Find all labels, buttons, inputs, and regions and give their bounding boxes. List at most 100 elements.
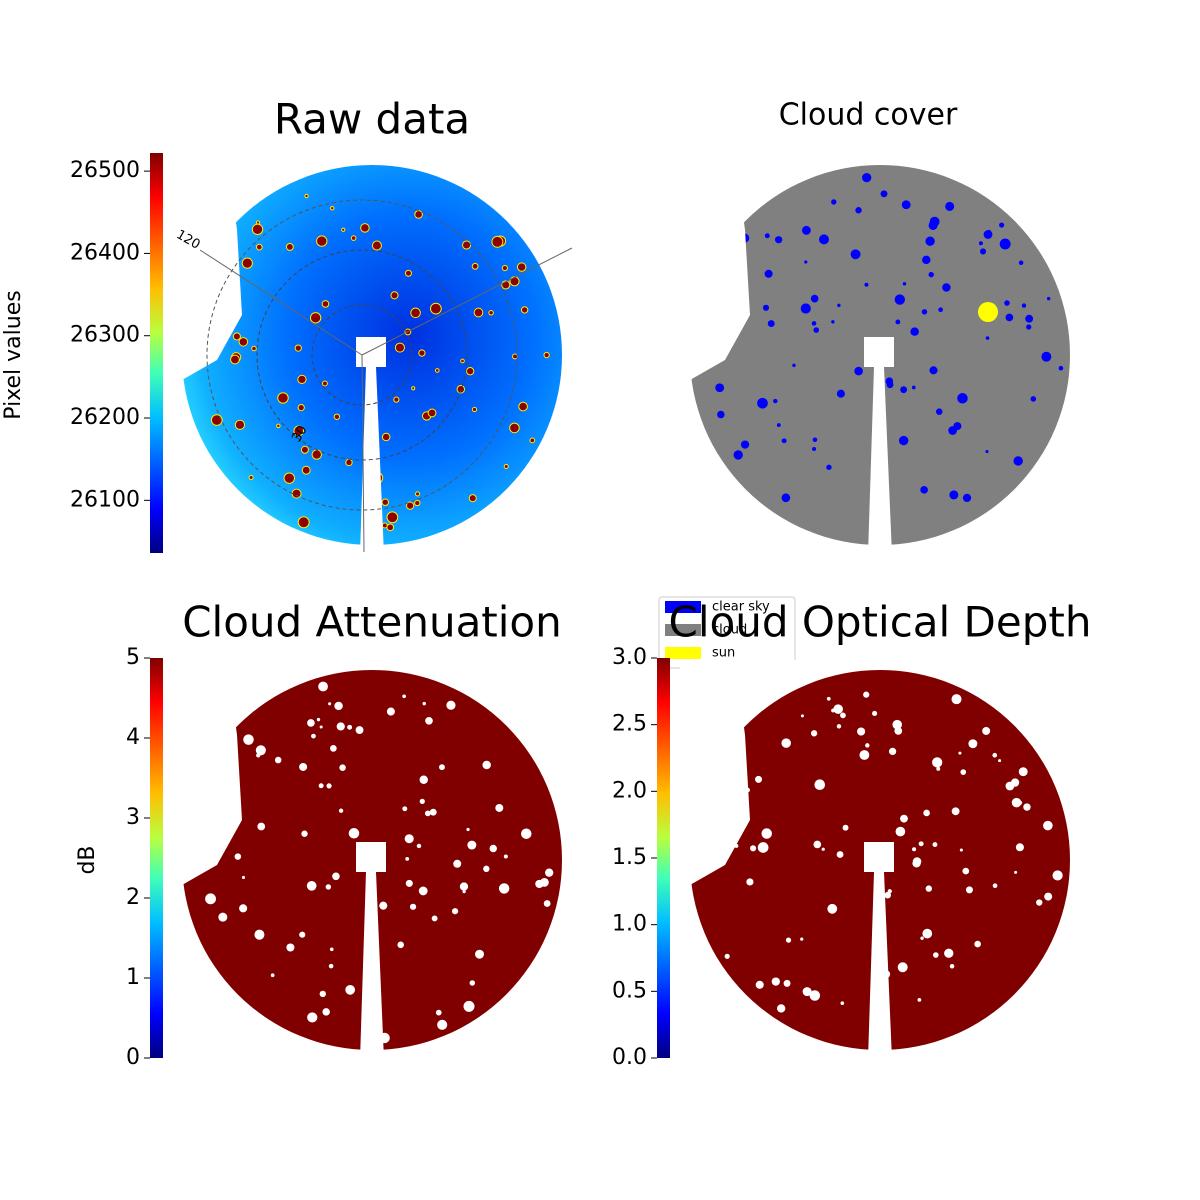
texture-dot <box>345 985 356 995</box>
texture-dot <box>404 834 414 844</box>
texture-dot <box>910 327 919 336</box>
texture-dot <box>836 851 844 858</box>
colorbar-tick-label: 1.0 <box>612 912 647 937</box>
texture-dot <box>1036 899 1043 906</box>
texture-dot <box>294 344 302 352</box>
texture-dot <box>543 900 551 907</box>
colorbar-tick-label: 26500 <box>70 158 140 183</box>
polar-label: 30 <box>289 423 310 445</box>
texture-dot <box>462 240 472 250</box>
texture-dot <box>957 393 968 404</box>
texture-dot <box>999 222 1005 228</box>
texture-dot <box>810 294 819 303</box>
texture-dot <box>884 891 891 899</box>
texture-dot <box>833 704 843 714</box>
texture-dot <box>1014 870 1018 874</box>
texture-dot <box>321 380 328 387</box>
texture-dot <box>465 367 475 376</box>
texture-dot <box>390 291 399 300</box>
texture-dot <box>409 903 417 910</box>
texture-dot <box>813 327 820 333</box>
mast-mask <box>864 337 894 367</box>
texture-dot <box>968 739 978 749</box>
texture-dot <box>334 701 343 711</box>
texture-dot <box>251 223 264 236</box>
image-panel <box>680 660 1080 1060</box>
texture-dot <box>386 523 395 532</box>
texture-dot <box>1011 797 1022 808</box>
texture-dot <box>283 472 295 484</box>
texture-dot <box>746 878 754 886</box>
sun <box>978 302 998 322</box>
texture-dot <box>831 320 835 324</box>
texture-dot <box>962 867 970 875</box>
texture-dot <box>404 269 412 277</box>
texture-dot <box>520 306 529 314</box>
texture-dot <box>1005 313 1014 322</box>
texture-dot <box>897 962 908 973</box>
texture-dot <box>411 386 416 391</box>
texture-dot <box>471 406 478 413</box>
texture-dot <box>800 714 804 718</box>
texture-dot <box>912 847 917 852</box>
texture-dot <box>733 450 743 460</box>
texture-dot <box>764 233 770 239</box>
texture-dot <box>992 883 998 889</box>
texture-dot <box>826 696 831 701</box>
texture-dot <box>239 904 248 913</box>
texture-dot <box>872 710 878 717</box>
texture-dot <box>241 875 246 880</box>
texture-dot <box>397 941 404 949</box>
texture-dot <box>241 257 253 269</box>
grid-ring <box>256 249 468 461</box>
texture-dot <box>854 366 863 376</box>
texture-dot <box>837 303 841 308</box>
texture-dot <box>783 979 791 987</box>
texture-dot <box>925 885 933 892</box>
texture-dot <box>306 880 317 891</box>
colorbar-tick-label: 5 <box>126 645 140 670</box>
mask <box>680 155 750 380</box>
texture-dot <box>434 368 440 373</box>
panel-title: Cloud cover <box>779 98 958 133</box>
texture-dot <box>951 807 960 816</box>
texture-dot <box>902 282 907 286</box>
texture-dot <box>286 943 295 952</box>
texture-dot <box>911 385 916 390</box>
legend-label: cloud <box>712 623 747 638</box>
texture-dot <box>1004 300 1010 306</box>
texture-dot <box>393 396 400 403</box>
texture-dot <box>410 307 421 319</box>
texture-dot <box>498 883 510 894</box>
texture-dot <box>488 310 494 316</box>
texture-dot <box>311 733 316 739</box>
texture-dot <box>932 757 943 768</box>
texture-dot <box>471 262 479 270</box>
texture-dot <box>318 681 328 692</box>
mast-mask <box>360 872 384 1060</box>
texture-dot <box>468 494 477 503</box>
texture-dot <box>299 931 306 938</box>
texture-dot <box>929 366 938 375</box>
grid-spoke <box>361 354 365 553</box>
texture-dot <box>318 783 324 789</box>
texture-dot <box>325 884 332 890</box>
texture-dot <box>304 193 309 199</box>
colorbar <box>150 153 163 553</box>
texture-dot <box>381 522 388 529</box>
texture-dot <box>321 300 330 308</box>
mask <box>172 660 242 885</box>
texture-dot <box>416 843 422 849</box>
texture-dot <box>386 707 395 716</box>
texture-dot <box>218 912 228 922</box>
grid-ring <box>311 304 413 406</box>
texture-dot <box>466 827 470 832</box>
texture-dot <box>800 303 811 314</box>
texture-dot <box>880 190 888 198</box>
texture-dot <box>418 349 426 357</box>
texture-dot <box>826 464 832 470</box>
texture-dot <box>328 702 332 706</box>
texture-dot <box>422 701 426 706</box>
